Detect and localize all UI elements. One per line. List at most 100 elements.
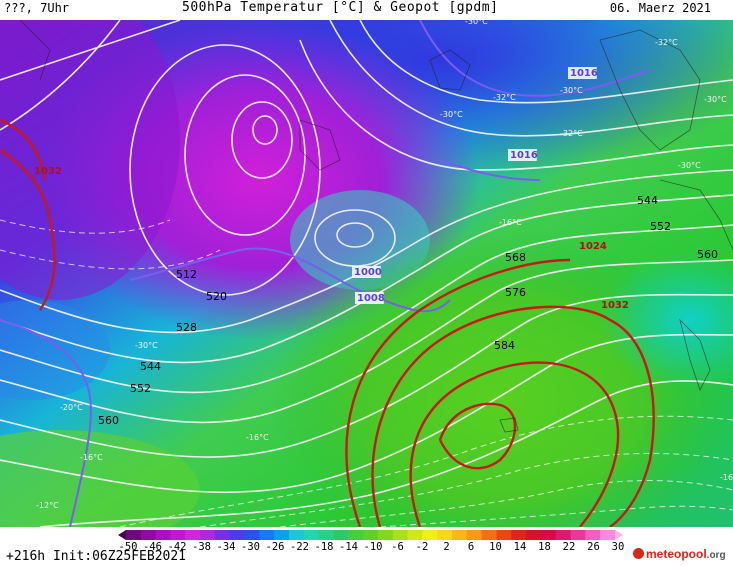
colorbar-tick-label: -22	[290, 541, 309, 553]
logo-dot-icon	[633, 548, 644, 559]
pressure-low-label: 1008	[357, 293, 385, 304]
colorbar-segment	[140, 530, 157, 540]
pressure-low-label: 1016	[570, 68, 598, 79]
colorbar-segment	[348, 530, 364, 540]
colorbar-segment	[244, 530, 260, 540]
geopotential-contours-dashed	[0, 219, 733, 527]
colorbar-segment	[555, 530, 572, 540]
pressure-contours-blue	[0, 20, 651, 527]
temperature-colorbar	[118, 530, 623, 540]
map-canvas: 512 520 528 544 552 560 544 552 560 568 576 584 102…	[0, 20, 733, 527]
pressure-high-label: 1032	[601, 300, 629, 311]
geopot-label: 520	[206, 290, 227, 303]
pressure-high-label: 1032	[34, 166, 62, 177]
colorbar-tick-label: -14	[339, 541, 358, 553]
pressure-low-label-bg	[352, 266, 381, 278]
geopot-label: 560	[697, 248, 718, 261]
temperature-field	[0, 20, 733, 527]
weather-map[interactable]: 512 520 528 544 552 560 544 552 560 568 576 584 102…	[0, 20, 733, 527]
pressure-low-label: 1016	[510, 150, 538, 161]
colorbar-segment	[333, 530, 349, 540]
logo-name: meteopool	[646, 547, 707, 561]
colorbar-segment	[155, 530, 172, 540]
colorbar-tick-label: -38	[192, 541, 211, 553]
colorbar-segment	[289, 530, 305, 540]
colorbar-segment	[200, 530, 216, 540]
colorbar-tick-label: 30	[611, 541, 625, 553]
colorbar-segment	[214, 530, 231, 540]
meteopool-logo[interactable]: meteopool.org	[633, 547, 726, 561]
colorbar-segment	[377, 530, 394, 540]
geopot-label: 584	[494, 339, 515, 352]
temperature-label: -20°C	[60, 403, 83, 412]
colorbar-segment	[407, 530, 423, 540]
temperature-label: -16°C	[246, 433, 269, 442]
colorbar-segment	[318, 530, 335, 540]
colorbar-tick-label: -30	[241, 541, 260, 553]
colorbar-tick-label: -18	[314, 541, 334, 553]
colorbar-tick-label: 2	[443, 541, 450, 553]
chart-footer: -50 -46 -42 -38 -34 -30 -26 -22 -18 -14 -10 -6 -2 2 6 1…	[0, 527, 733, 566]
temperature-label: -30°C	[440, 110, 463, 119]
colorbar-tick-label: 26	[587, 541, 600, 553]
colorbar-segment	[481, 530, 498, 540]
colorbar-tick-label: -46	[143, 541, 162, 553]
temperature-label: -30°C	[465, 20, 488, 26]
logo-tld: .org	[706, 550, 726, 561]
colorbar-segment	[526, 530, 542, 540]
colorbar-segment	[274, 530, 290, 540]
colorbar-segment	[511, 530, 527, 540]
geopot-label: 552	[650, 220, 671, 233]
colorbar-left-tip	[118, 530, 126, 540]
pressure-contours-red	[0, 118, 655, 527]
temperature-label: -16°C	[80, 453, 103, 462]
colorbar-segment	[303, 530, 320, 540]
colorbar-segment	[540, 530, 557, 540]
pressure-labels-low: 1000 1008 1016 1016	[352, 67, 598, 304]
colorbar-segment	[422, 530, 438, 540]
colorbar-tick-label: 14	[513, 541, 527, 553]
temperature-label: -30°C	[560, 86, 583, 95]
temperature-label: -32°C	[655, 38, 678, 47]
colorbar-segment	[466, 530, 483, 540]
pressure-labels-high: 1024 1032 1032	[34, 166, 629, 311]
colorbar-segment	[452, 530, 468, 540]
colorbar-segment	[259, 530, 275, 540]
temperature-label: -32°C	[560, 129, 583, 138]
geopotential-labels: 512 520 528 544 552 560 544 552 560 568 576 584	[98, 194, 718, 427]
chart-header: ???, 7Uhr 500hPa Temperatur [°C] & Geopo…	[0, 0, 733, 20]
geopot-label: 576	[505, 286, 526, 299]
valid-date-label: 06. Maerz 2021	[609, 1, 711, 15]
colorbar-tick-label: -42	[167, 541, 187, 553]
colorbar-tick-labels: -50 -46 -42 -38 -34 -30 -26 -22 -18 -14 -10 -6 -2 2 6 1…	[0, 541, 733, 555]
colorbar-tick-label: -2	[415, 541, 429, 553]
geopot-label: 512	[176, 268, 197, 281]
geopot-label: 568	[505, 251, 526, 264]
colorbar-segment	[392, 530, 409, 540]
colorbar-tick-label: -50	[118, 541, 138, 553]
chart-title: 500hPa Temperatur [°C] & Geopot [gpdm]	[182, 0, 499, 15]
colorbar-segment	[363, 530, 379, 540]
pressure-low-label-bg	[355, 292, 384, 304]
colorbar-tick-label: -26	[265, 541, 285, 553]
colorbar-segment	[570, 530, 586, 540]
temperature-label: -30°C	[704, 95, 727, 104]
temperature-label: -30°C	[678, 161, 701, 170]
geopot-label: 544	[637, 194, 658, 207]
temperature-label: -12°C	[36, 501, 59, 510]
colorbar-tick-label: -34	[216, 541, 236, 553]
pressure-low-label-bg	[508, 149, 537, 161]
weekday-time-label: ???, 7Uhr	[4, 1, 70, 15]
colorbar-tick-label: -10	[363, 541, 383, 553]
colorbar-right-tip	[615, 530, 623, 540]
colorbar-tick-label: 22	[562, 541, 576, 553]
geopot-label: 528	[176, 321, 197, 334]
temperature-label: -16°C	[499, 218, 522, 227]
colorbar-segment	[585, 530, 601, 540]
colorbar-segment	[170, 530, 186, 540]
pressure-high-label: 1024	[579, 241, 607, 252]
run-info: +216h Init:06Z25FEB2021	[6, 549, 187, 564]
temperature-label: -30°C	[135, 341, 158, 350]
colorbar-segment	[496, 530, 512, 540]
colorbar-tick-label: 6	[467, 541, 475, 553]
